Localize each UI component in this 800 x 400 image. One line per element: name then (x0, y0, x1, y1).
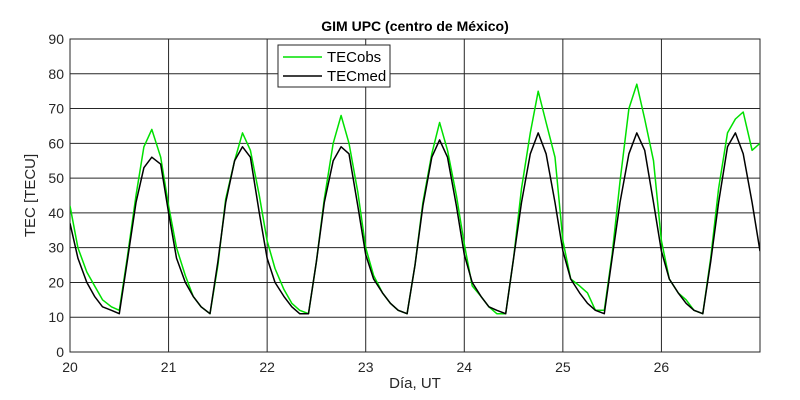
series-line-tecmed (70, 132, 760, 315)
x-axis: 20 21 22 23 24 25 26 (62, 359, 669, 375)
y-tick-label: 60 (48, 135, 64, 151)
plot-frame (69, 38, 761, 353)
y-tick-label: 70 (48, 101, 64, 117)
x-axis-label: Día, UT (389, 375, 441, 392)
y-tick-label: 30 (48, 240, 64, 256)
legend-label-tecobs: TECobs (327, 49, 381, 66)
y-tick-label: 50 (48, 170, 64, 186)
x-tick-label: 25 (555, 359, 571, 375)
chart-title: GIM UPC (centro de México) (321, 18, 508, 34)
legend-box (277, 44, 391, 88)
x-tick-label: 24 (456, 359, 472, 375)
legend-label-tecmed: TECmed (327, 68, 386, 85)
legend: TECobs TECmed (277, 44, 391, 88)
y-tick-label: 20 (48, 274, 64, 290)
y-axis-label: TEC [TECU] (22, 154, 39, 237)
x-tick-label: 20 (62, 359, 78, 375)
y-tick-label: 80 (48, 66, 64, 82)
x-tick-label: 22 (259, 359, 275, 375)
y-axis: 0 10 20 30 40 50 60 70 80 90 (48, 31, 64, 360)
grid-lines (70, 39, 760, 352)
y-tick-label: 90 (48, 31, 64, 47)
x-tick-label: 26 (654, 359, 670, 375)
x-tick-label: 21 (161, 359, 177, 375)
x-tick-label: 23 (358, 359, 374, 375)
y-tick-label: 10 (48, 309, 64, 325)
y-tick-label: 40 (48, 205, 64, 221)
series-line-tecobs (70, 83, 760, 315)
y-tick-label: 0 (56, 344, 64, 360)
series-layer (70, 83, 760, 315)
